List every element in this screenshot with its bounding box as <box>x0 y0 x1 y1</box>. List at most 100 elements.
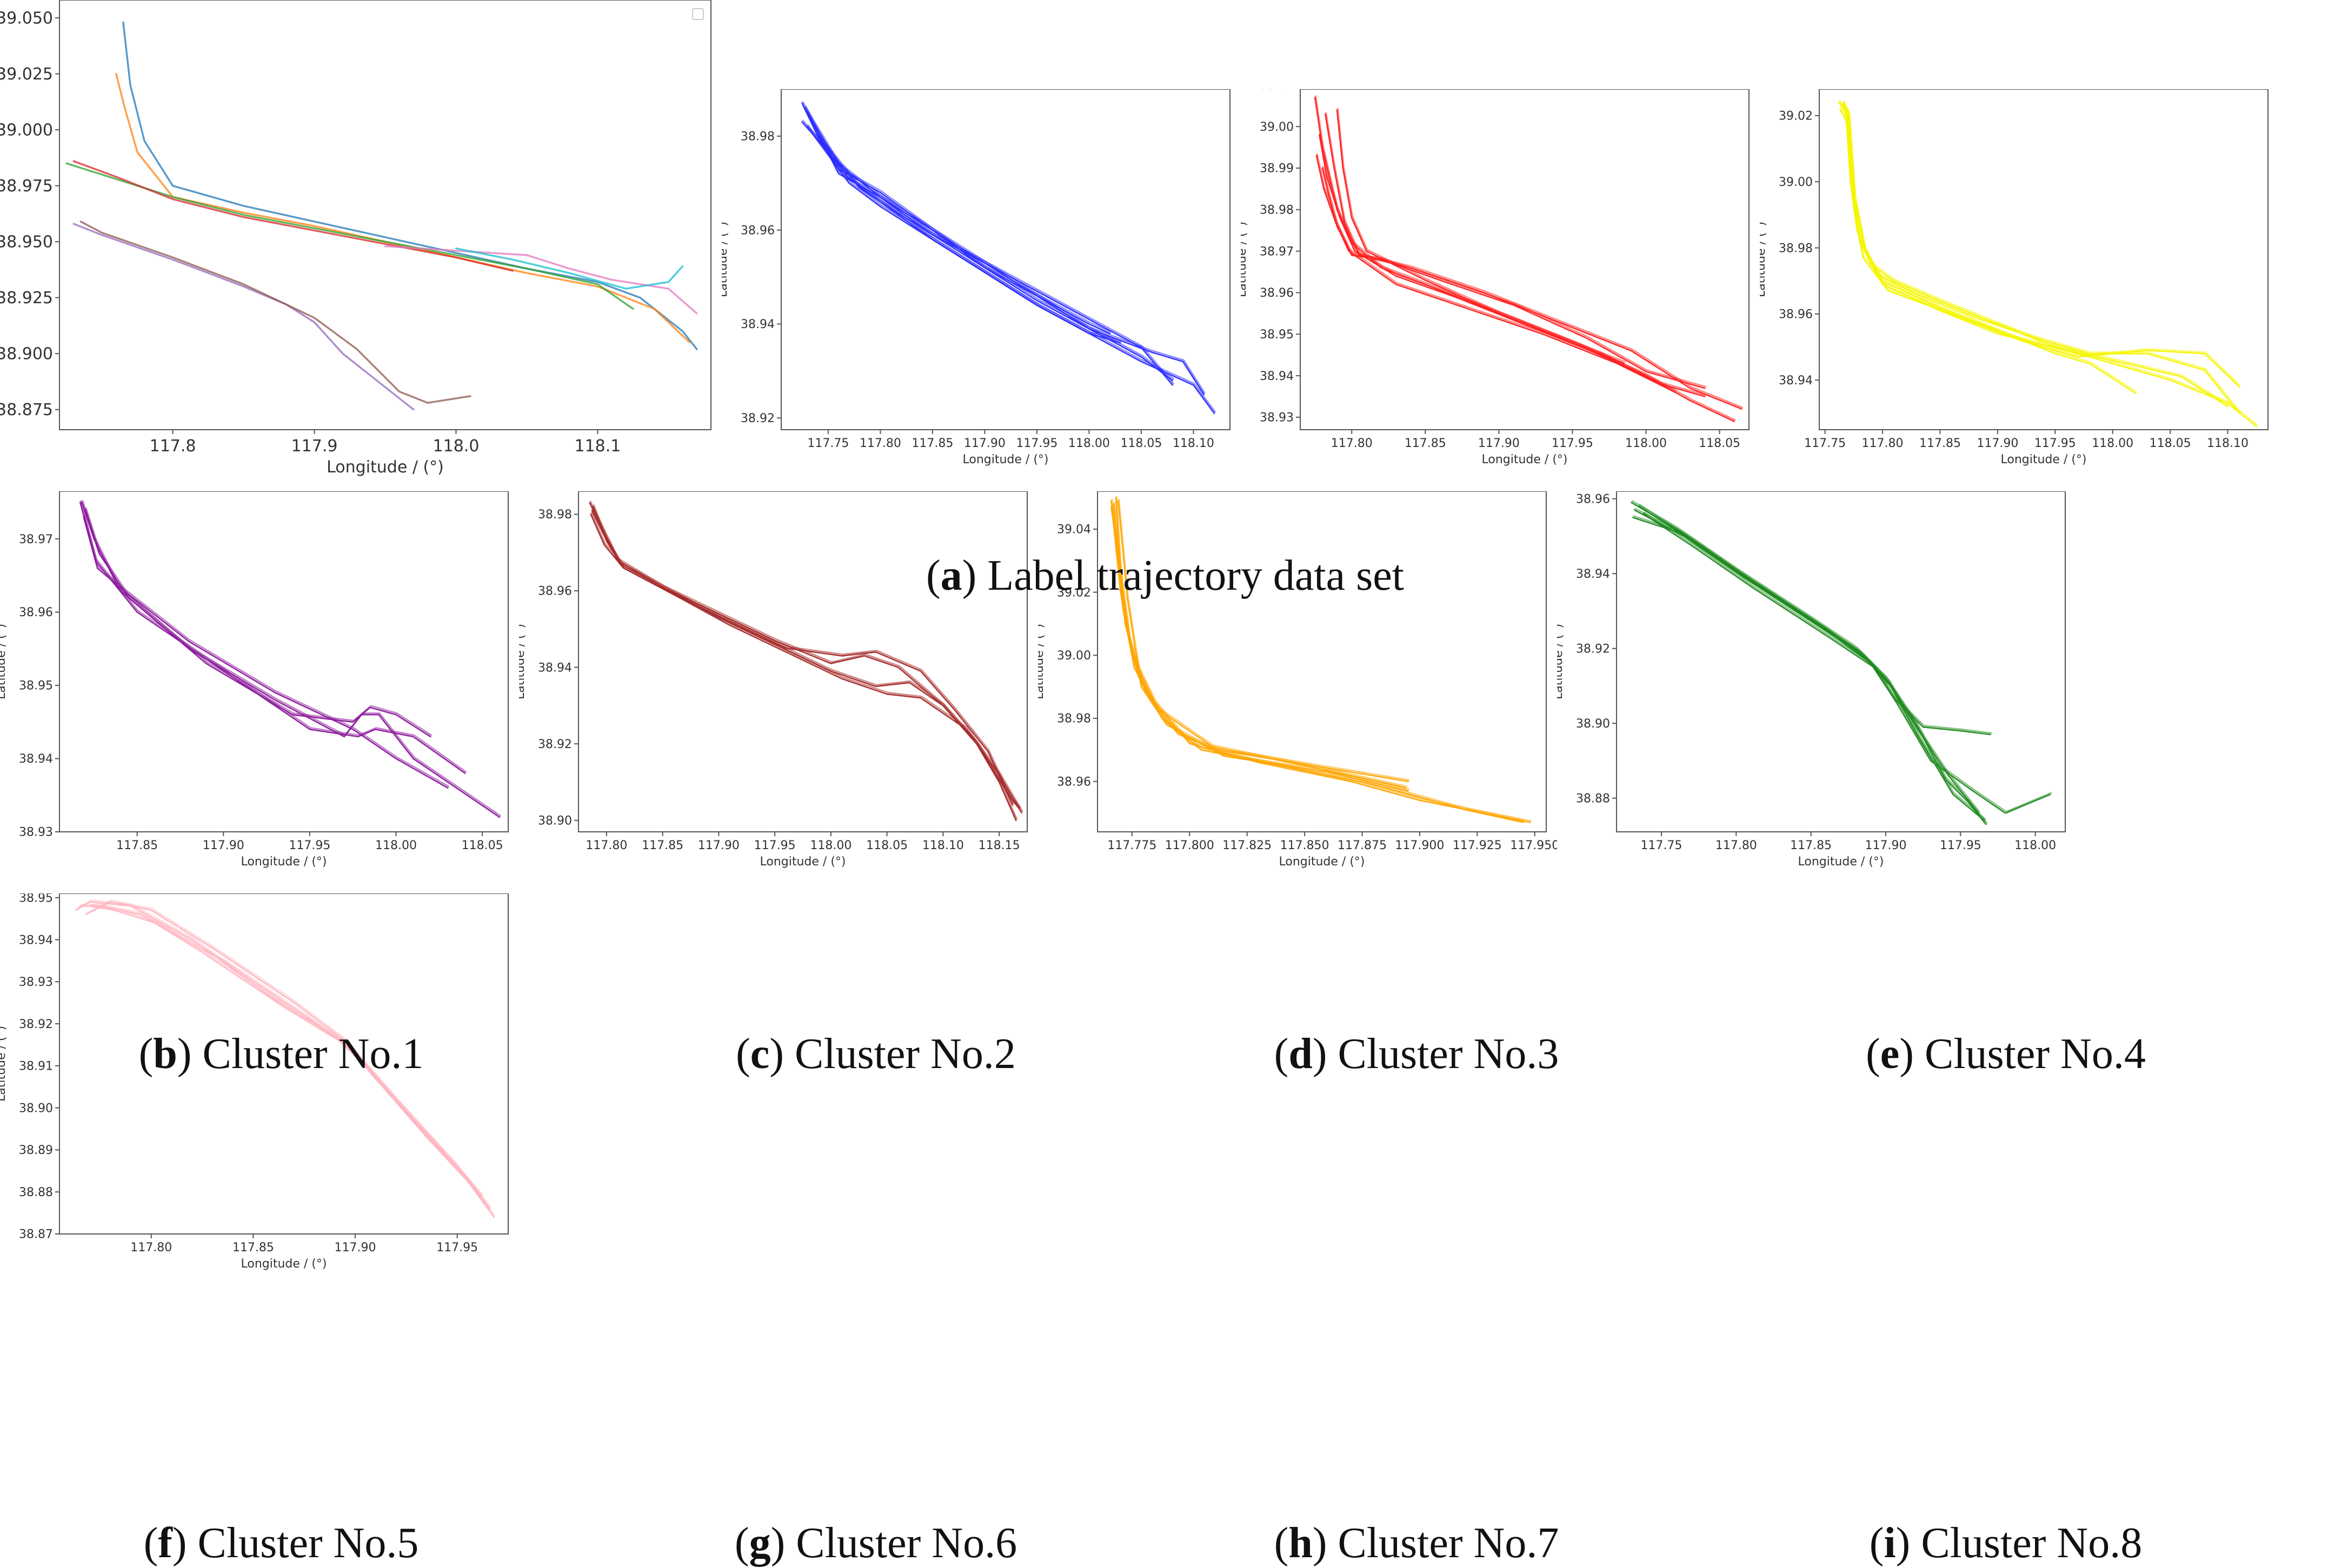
caption-paren-close: ) <box>177 1030 203 1078</box>
x-axis-label: Longitude / (°) <box>327 458 444 477</box>
x-axis-label: Longitude / (°) <box>1798 855 1884 869</box>
series-line-4 <box>1118 500 1409 792</box>
y-tick-label: 38.98 <box>1260 204 1294 217</box>
x-tick-label: 118.15 <box>979 839 1020 852</box>
series-line-4 <box>1118 498 1410 790</box>
series-line-1 <box>1838 102 2258 428</box>
y-tick-label: 38.975 <box>0 177 53 196</box>
x-axis-label: Longitude / (°) <box>760 855 846 869</box>
series-line-4 <box>90 904 483 1196</box>
caption-letter: e <box>1880 1030 1900 1078</box>
x-tick-label: 117.95 <box>754 839 796 852</box>
series-line-3 <box>1843 100 2138 393</box>
x-tick-label: 117.85 <box>1919 437 1961 450</box>
caption-paren-open: ( <box>1274 1030 1289 1078</box>
chart-panel-e: 117.85 117.90 117.95 118.00 118.05 38.93 38.94… <box>0 491 509 869</box>
x-tick-label: 118.05 <box>1120 437 1162 450</box>
caption-text: Cluster No.7 <box>1338 1519 1559 1567</box>
series-line-6 <box>1315 155 1677 393</box>
caption-f: (f) Cluster No.5 <box>144 1519 419 1568</box>
chart-panel-d: 117.75 117.80 117.85 117.90 117.95 118.00 118.… <box>1754 89 2269 466</box>
caption-text: Cluster No.5 <box>197 1519 419 1567</box>
series-line-6 <box>1316 153 1677 392</box>
series-line-5 <box>805 105 1206 394</box>
y-tick-label: 39.050 <box>0 9 53 28</box>
x-tick-label: 117.85 <box>116 839 158 852</box>
series-line-4 <box>1644 511 2052 812</box>
caption-text: Cluster No.6 <box>796 1519 1017 1567</box>
x-tick-label: 117.80 <box>130 1241 172 1255</box>
caption-letter: c <box>750 1030 770 1078</box>
caption-text: Label trajectory data set <box>987 552 1404 599</box>
caption-paren-open: ( <box>1869 1519 1884 1567</box>
caption-text: Cluster No.8 <box>1921 1519 2143 1567</box>
x-tick-label: 118.00 <box>375 839 417 852</box>
x-tick-label: 117.925 <box>1453 839 1502 852</box>
caption-paren-close: ) <box>1312 1519 1338 1567</box>
series-line-6 <box>79 221 471 404</box>
x-tick-label: 118.00 <box>1068 437 1110 450</box>
caption-letter: f <box>158 1519 172 1567</box>
caption-c: (c) Cluster No.2 <box>736 1030 1016 1079</box>
y-axis-label: Latitude / (°) <box>0 624 8 699</box>
axes-frame <box>59 491 509 832</box>
y-tick-label: 38.93 <box>19 826 53 839</box>
series-line-7 <box>384 245 698 315</box>
x-tick-label: 118.00 <box>1625 437 1667 450</box>
x-tick-label: 117.850 <box>1280 839 1329 852</box>
y-tick-label: 38.99 <box>1260 162 1294 176</box>
series-line-4 <box>1322 165 1707 388</box>
series-line-5 <box>1337 108 1626 363</box>
y-tick-label: 38.94 <box>1779 374 1813 388</box>
x-tick-label: 117.90 <box>1478 437 1520 450</box>
chart-panel-g: 117.775 117.800 117.825 117.850 117.875 117.9… <box>1033 491 1559 869</box>
x-tick-label: 118.05 <box>1699 437 1740 450</box>
caption-letter: d <box>1288 1030 1313 1078</box>
y-tick-label: 38.93 <box>19 976 53 989</box>
caption-paren-close: ) <box>1895 1519 1921 1567</box>
y-tick-label: 38.97 <box>19 533 53 546</box>
y-tick-label: 39.000 <box>0 121 53 140</box>
series-line-5 <box>1336 109 1625 364</box>
series-line-1 <box>122 21 698 350</box>
series-line-5 <box>1633 515 1986 820</box>
x-tick-label: 117.75 <box>1804 437 1846 450</box>
chart-panel-c: 117.80 117.85 117.90 117.95 118.00 118.05 38.9… <box>1235 79 1750 466</box>
legend-box <box>692 8 704 20</box>
y-tick-label: 38.94 <box>1576 568 1610 581</box>
caption-paren-close: ) <box>1312 1030 1338 1078</box>
x-tick-label: 117.90 <box>1865 839 1907 852</box>
series-line-6 <box>817 134 1174 384</box>
y-tick-label: 38.98 <box>741 130 775 144</box>
caption-text: Cluster No.3 <box>1338 1030 1559 1078</box>
y-tick-label: 38.96 <box>1057 775 1091 789</box>
y-tick-label: 39.04 <box>1057 523 1091 537</box>
caption-text: Cluster No.1 <box>202 1030 424 1078</box>
axes-frame <box>59 893 509 1235</box>
x-tick-label: 117.75 <box>807 437 849 450</box>
y-tick-label: 38.875 <box>0 401 53 419</box>
x-tick-label: 117.8 <box>150 437 196 456</box>
caption-paren-open: ( <box>143 1519 158 1567</box>
axes-frame <box>1097 491 1547 832</box>
x-tick-label: 117.90 <box>698 839 740 852</box>
y-tick-label: 38.96 <box>741 224 775 237</box>
x-tick-label: 117.85 <box>1790 839 1832 852</box>
y-tick-label: 39.01 <box>1260 89 1294 92</box>
series-line-2 <box>84 509 431 738</box>
x-tick-label: 117.95 <box>289 839 330 852</box>
y-axis-label: Latitude / (°) <box>1557 624 1565 699</box>
caption-paren-open: ( <box>736 1030 750 1078</box>
y-tick-label: 38.94 <box>1260 370 1294 383</box>
series-line-4 <box>807 126 1215 414</box>
y-tick-label: 38.93 <box>1260 411 1294 425</box>
x-tick-label: 117.95 <box>2034 437 2076 450</box>
y-axis-label: Latitude / (°) <box>722 222 730 297</box>
axes-frame <box>59 0 711 430</box>
x-tick-label: 118.1 <box>574 437 621 456</box>
y-tick-label: 38.88 <box>19 1186 53 1199</box>
y-tick-label: 38.92 <box>19 1018 53 1031</box>
caption-letter: g <box>749 1519 771 1567</box>
x-axis-label: Longitude / (°) <box>241 1257 327 1271</box>
y-tick-label: 38.97 <box>1260 245 1294 258</box>
